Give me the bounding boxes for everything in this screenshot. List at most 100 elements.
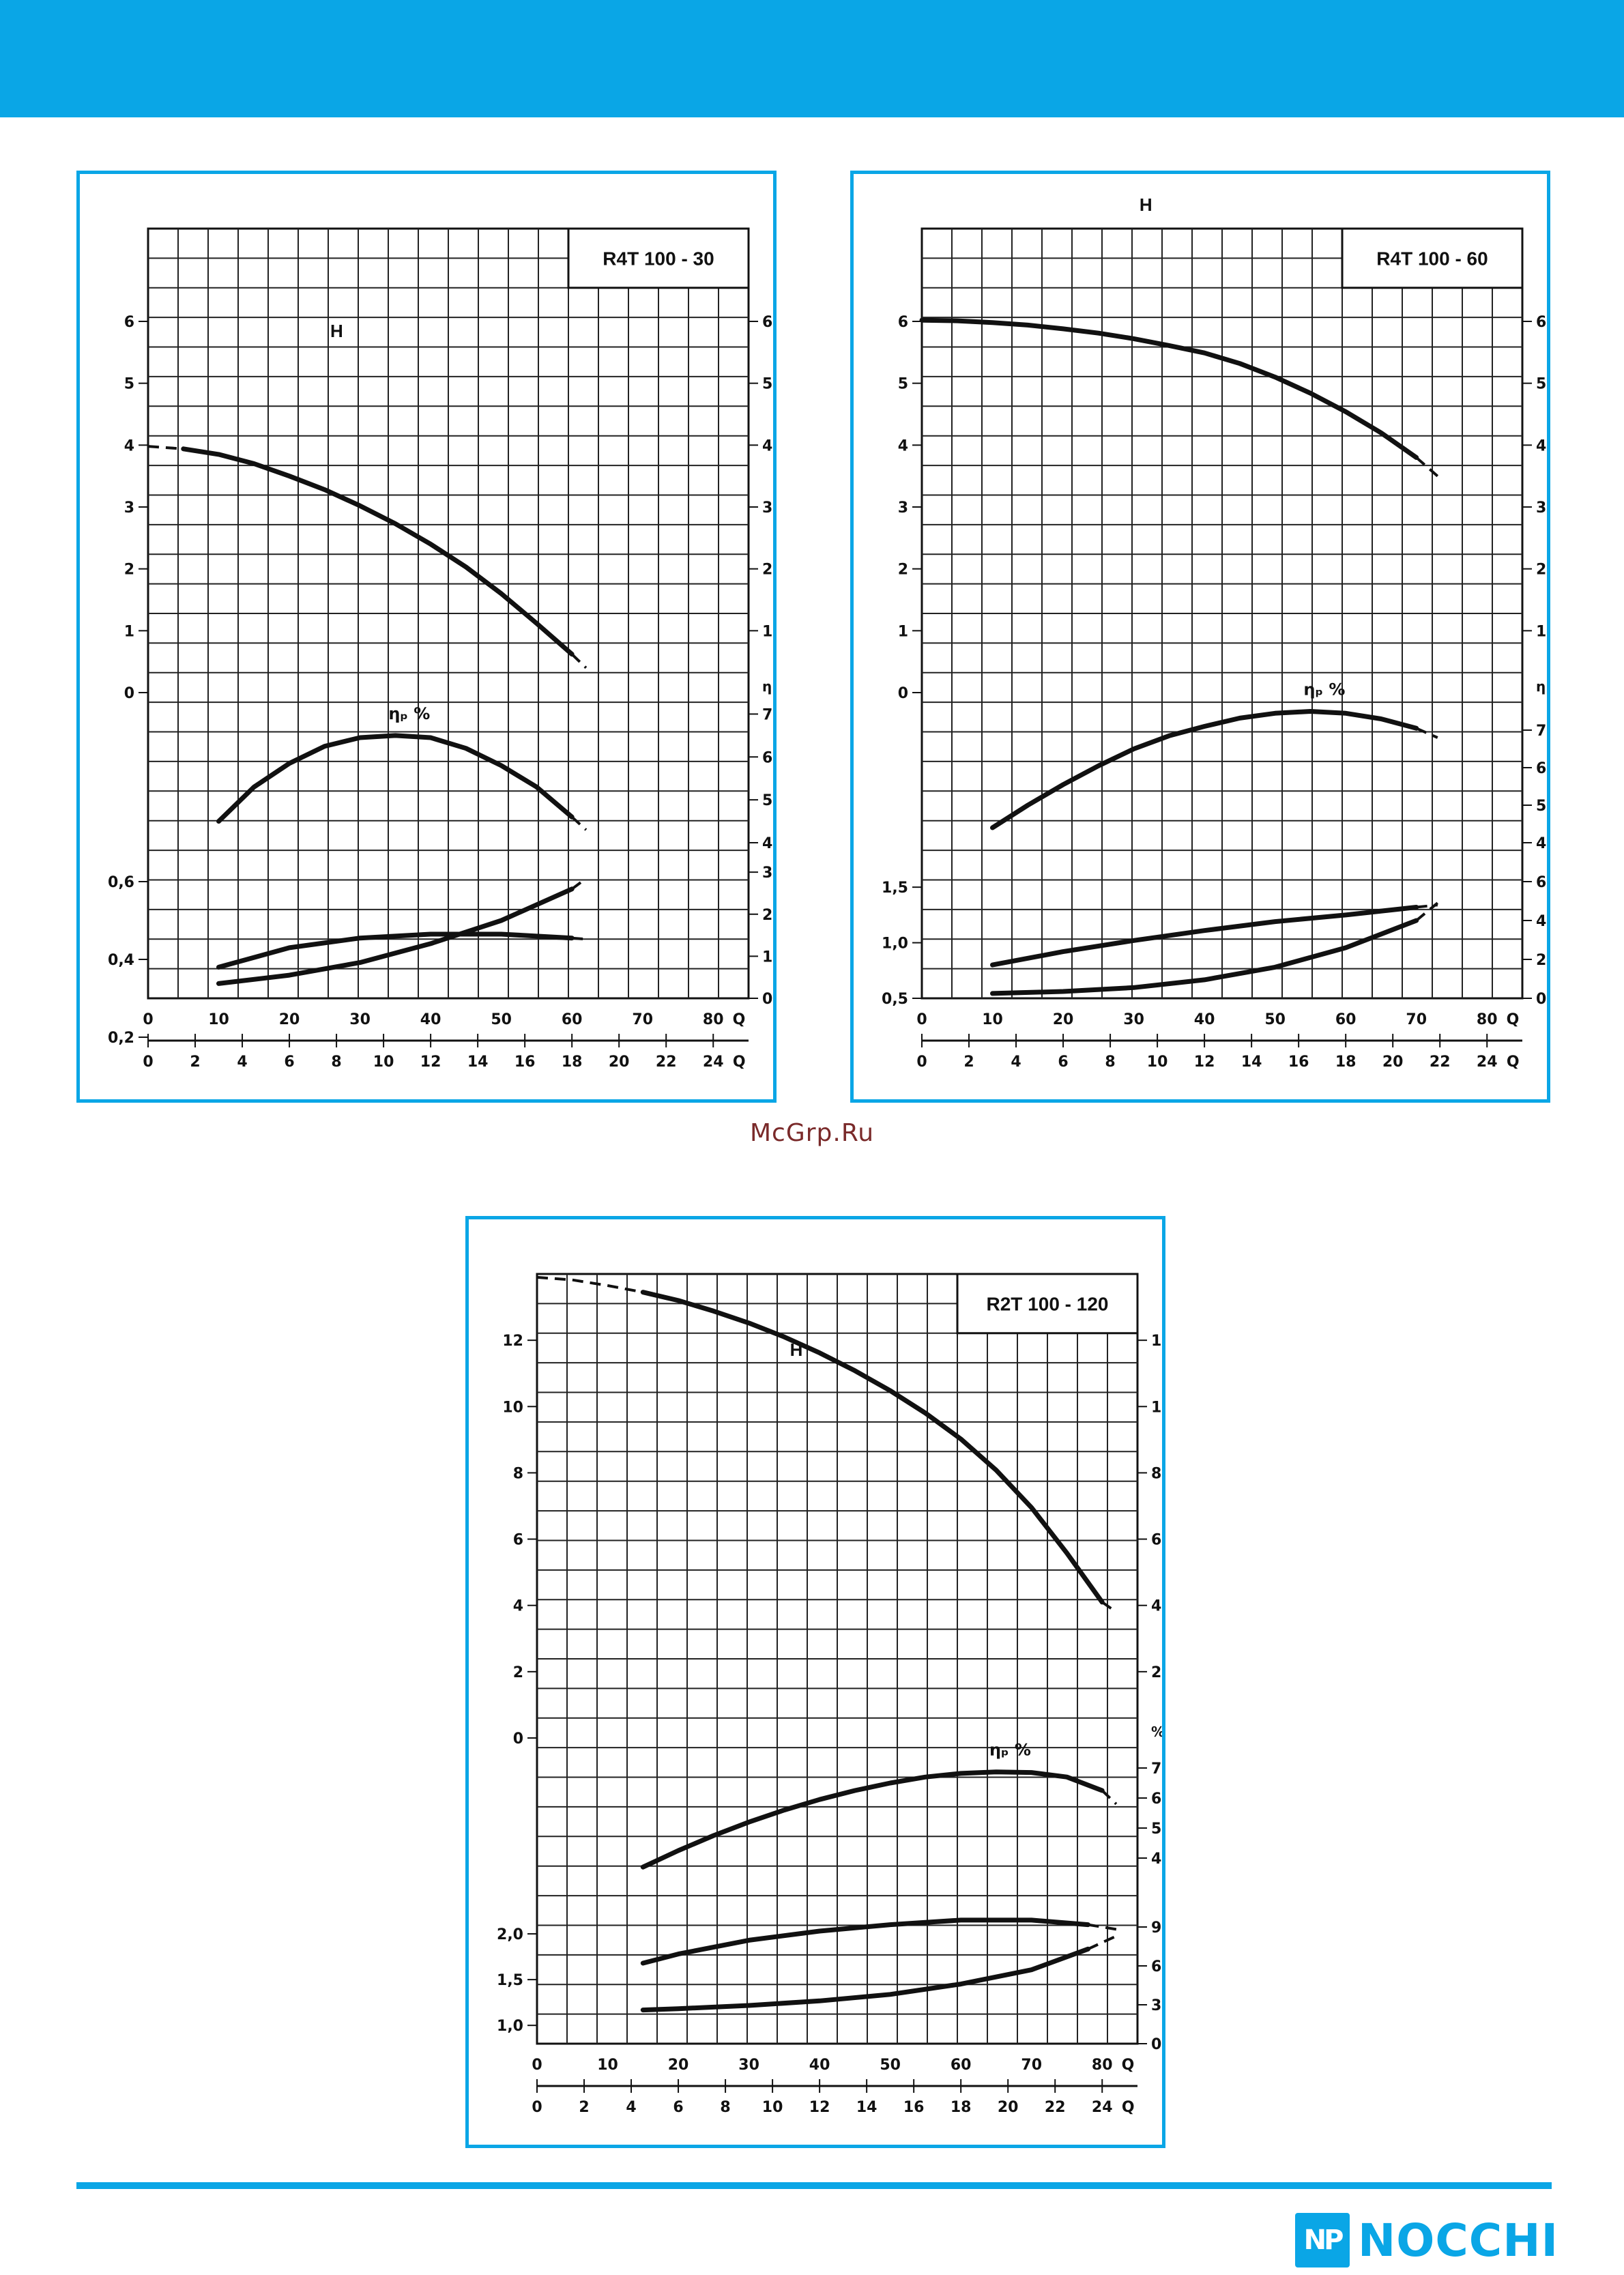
x-primary-tick-label: 10 <box>208 1011 229 1028</box>
x-primary-tick-label: 0 <box>916 1011 927 1028</box>
x-primary-tick-label: 0 <box>143 1011 153 1028</box>
efficiency-curve-dashed-end <box>1101 1789 1118 1806</box>
x-secondary-tick-label: 20 <box>998 2099 1019 2116</box>
npsh-curve-dashed-end <box>1415 901 1439 922</box>
head-axis-right-tick-label: 10 <box>1536 623 1547 640</box>
head-axis-right-tick-label: 10 <box>762 623 773 640</box>
efficiency-axis-tick-label: 50 <box>1536 798 1547 815</box>
x-secondary-tick-label: 2 <box>963 1054 974 1071</box>
head-axis-right-tick-label: 60 <box>762 314 773 331</box>
x-primary-tick-label: 30 <box>738 2057 759 2074</box>
x-secondary-tick-label: 8 <box>720 2099 730 2116</box>
x-secondary-tick-label: 6 <box>673 2099 683 2116</box>
x-primary-tick-label: 30 <box>349 1011 371 1028</box>
head-axis-right-tick-label: 50 <box>1536 376 1547 393</box>
npsh-axis-tick-label: 0 <box>1151 2036 1161 2053</box>
x-primary-tick-label: 60 <box>951 2057 972 2074</box>
power-axis-tick-label: 1,0 <box>497 2018 523 2035</box>
efficiency-axis-tick-label: 60 <box>1151 1791 1162 1808</box>
head-curve <box>919 317 1419 460</box>
x-primary-tick-label: 10 <box>597 2057 618 2074</box>
head-axis-right-tick-label: 30 <box>1536 499 1547 517</box>
head-axis-left-tick-label: 4 <box>513 1598 523 1615</box>
head-axis-right-tick-label: 20 <box>762 562 773 579</box>
npsh-axis-tick-label: 9 <box>1151 1919 1161 1937</box>
head-axis-right-tick-label: 100 <box>1151 1399 1162 1416</box>
efficiency-axis-tick-label: 40 <box>762 835 773 852</box>
head-axis-left-tick-label: 6 <box>513 1532 523 1549</box>
npsh-curve-dashed-end <box>571 877 588 890</box>
npsh-curve <box>640 1946 1090 2013</box>
x-secondary-tick-label: 24 <box>1477 1054 1498 1071</box>
head-axis-right-tick-label: 60 <box>1536 314 1547 331</box>
head-axis-right-tick-label: 40 <box>1151 1598 1162 1615</box>
efficiency-axis-label: ηP % <box>1536 678 1547 695</box>
npsh-axis-tick-label: 2 <box>762 907 772 924</box>
npsh-axis-tick-label: 4 <box>1536 913 1546 930</box>
x-secondary-tick-label: 24 <box>1092 2099 1113 2116</box>
x-secondary-tick-label: 2 <box>579 2099 589 2116</box>
x-secondary-tick-label: 18 <box>562 1054 583 1071</box>
head-curve-label: H <box>790 1339 803 1360</box>
head-axis-left-tick-label: 2 <box>513 1664 523 1681</box>
x-secondary-tick-label: 14 <box>856 2099 878 2116</box>
x-primary-tick-label: 80 <box>703 1011 724 1028</box>
x-primary-tick-label: 80 <box>1092 2057 1113 2074</box>
power-axis-tick-label: 1,5 <box>882 880 908 897</box>
x-secondary-tick-label: 4 <box>626 2099 636 2116</box>
title-box <box>1341 227 1524 289</box>
x-primary-tick-label: 0 <box>532 2057 542 2074</box>
efficiency-curve-dashed-end <box>570 815 588 831</box>
head-axis-left-tick-label: 8 <box>513 1465 523 1482</box>
npsh-curve-dashed-end <box>1087 1935 1117 1951</box>
head-curve-dashed-start <box>147 445 184 450</box>
x-secondary-tick-label: 22 <box>1430 1054 1451 1071</box>
x-primary-tick-label: 30 <box>1123 1011 1144 1028</box>
x-secondary-tick-label: 16 <box>514 1054 536 1071</box>
x-secondary-tick-label: 0 <box>143 1054 153 1071</box>
x-secondary-tick-label: 6 <box>1058 1054 1068 1071</box>
efficiency-axis-label: ηP % <box>762 678 773 695</box>
head-axis-left-tick-label: 2 <box>124 562 134 579</box>
chart-panel-r4t-100-30: R4T 100 - 300123456102030405060H40506070… <box>76 171 777 1103</box>
x-primary-tick-label: 60 <box>1335 1011 1357 1028</box>
chart-title: R2T 100 - 120 <box>987 1293 1109 1314</box>
chart-title: R4T 100 - 60 <box>1376 248 1488 269</box>
efficiency-axis-tick-label: 70 <box>1151 1760 1162 1778</box>
power-curve <box>216 931 575 970</box>
x-secondary-tick-label: 22 <box>656 1054 677 1071</box>
power-curve-dashed-end <box>572 936 587 941</box>
npsh-axis-tick-label: 1 <box>762 948 772 966</box>
efficiency-curve-label: ηₚ % <box>388 704 430 723</box>
efficiency-curve <box>216 733 575 824</box>
efficiency-axis-tick-label: 40 <box>1536 835 1547 852</box>
title-box <box>567 227 750 289</box>
head-axis-right-tick-label: 20 <box>1151 1664 1162 1681</box>
head-axis-left-tick-label: 1 <box>898 623 908 640</box>
x-secondary-tick-label: 20 <box>609 1054 630 1071</box>
x-primary-tick-label: 40 <box>420 1011 441 1028</box>
brand-logo: NP NOCCHI <box>1295 2213 1558 2267</box>
efficiency-curve-label: ηₚ % <box>989 1741 1031 1760</box>
head-axis-right-tick-label: 60 <box>1151 1532 1162 1549</box>
pump-curve-chart: R4T 100 - 300123456102030405060H40506070… <box>108 227 773 1071</box>
head-axis-right-tick-label: 30 <box>762 499 773 517</box>
head-curve-dashed-end <box>570 653 588 669</box>
efficiency-curve <box>640 1769 1105 1870</box>
npsh-axis-tick-label: 0 <box>1536 991 1546 1008</box>
npsh-axis-tick-label: 2 <box>1536 952 1546 969</box>
efficiency-axis-tick-label: 60 <box>762 749 773 766</box>
power-curve <box>640 1917 1090 1966</box>
x-primary-tick-label: 40 <box>809 2057 830 2074</box>
x-secondary-tick-label: 10 <box>1147 1054 1168 1071</box>
x-secondary-tick-label: 16 <box>1288 1054 1309 1071</box>
head-axis-left-tick-label: 4 <box>898 437 908 454</box>
power-axis-tick-label: 0,5 <box>882 991 908 1008</box>
head-curve <box>181 446 575 657</box>
power-axis-tick-label: 1,0 <box>882 936 908 953</box>
head-axis-left-tick-label: 10 <box>502 1399 523 1416</box>
head-axis-left-tick-label: 2 <box>898 562 908 579</box>
chart-title: R4T 100 - 30 <box>603 248 714 269</box>
x-secondary-tick-label: 16 <box>903 2099 925 2116</box>
x-secondary-tick-label: 0 <box>916 1054 927 1071</box>
